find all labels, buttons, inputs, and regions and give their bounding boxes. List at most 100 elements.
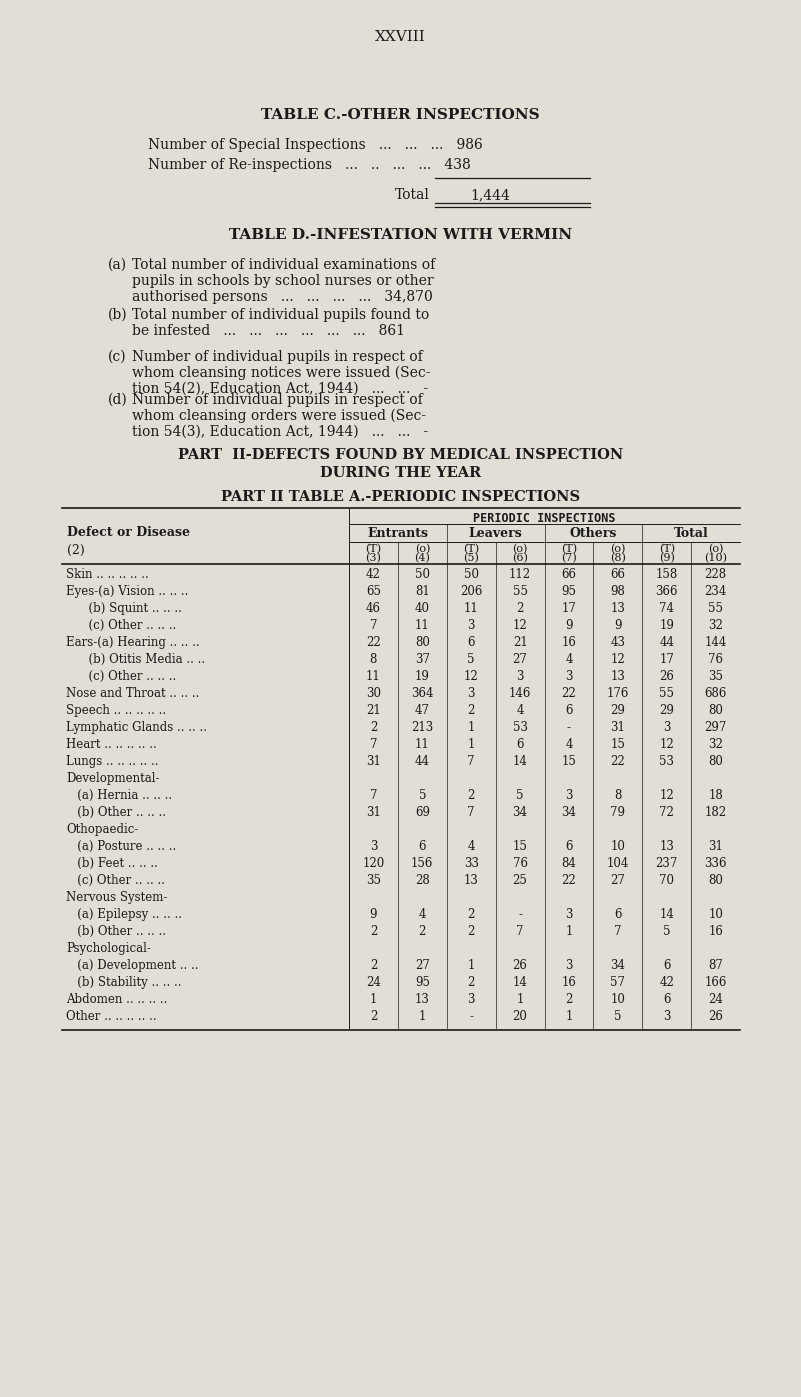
Text: 234: 234: [704, 585, 727, 598]
Text: 2: 2: [468, 704, 475, 717]
Text: 156: 156: [411, 856, 433, 870]
Text: (b) Otitis Media .. ..: (b) Otitis Media .. ..: [66, 652, 205, 666]
Text: 44: 44: [415, 754, 430, 768]
Text: 22: 22: [562, 687, 576, 700]
Text: Entrants: Entrants: [368, 527, 429, 541]
Text: 12: 12: [659, 789, 674, 802]
Text: 18: 18: [708, 789, 723, 802]
Text: (T): (T): [658, 543, 674, 555]
Text: 2: 2: [419, 925, 426, 937]
Text: (d): (d): [108, 393, 127, 407]
Text: Nervous System-: Nervous System-: [66, 891, 167, 904]
Text: DURING THE YEAR: DURING THE YEAR: [320, 467, 481, 481]
Text: 1: 1: [566, 925, 573, 937]
Text: 1: 1: [468, 738, 475, 752]
Text: 2: 2: [370, 958, 377, 972]
Text: Nose and Throat .. .. ..: Nose and Throat .. .. ..: [66, 687, 199, 700]
Text: Othopaedic-: Othopaedic-: [66, 823, 139, 835]
Text: 33: 33: [464, 856, 479, 870]
Text: be infested   ...   ...   ...   ...   ...   ...   861: be infested ... ... ... ... ... ... 861: [132, 324, 405, 338]
Text: 13: 13: [610, 671, 626, 683]
Text: 6: 6: [663, 993, 670, 1006]
Text: 1: 1: [468, 958, 475, 972]
Text: 2: 2: [370, 721, 377, 733]
Text: 237: 237: [655, 856, 678, 870]
Text: 10: 10: [708, 908, 723, 921]
Text: 72: 72: [659, 806, 674, 819]
Text: 26: 26: [659, 671, 674, 683]
Text: 10: 10: [610, 840, 626, 854]
Text: (T): (T): [365, 543, 381, 555]
Text: 35: 35: [366, 875, 381, 887]
Text: 7: 7: [614, 925, 622, 937]
Text: authorised persons   ...   ...   ...   ...   34,870: authorised persons ... ... ... ... 34,87…: [132, 291, 433, 305]
Text: 95: 95: [562, 585, 577, 598]
Text: (o): (o): [513, 543, 528, 555]
Text: 32: 32: [708, 619, 723, 631]
Text: (c) Other .. .. ..: (c) Other .. .. ..: [66, 875, 165, 887]
Text: whom cleansing orders were issued (Sec-: whom cleansing orders were issued (Sec-: [132, 409, 426, 423]
Text: (a) Development .. ..: (a) Development .. ..: [66, 958, 199, 972]
Text: 40: 40: [415, 602, 430, 615]
Text: -: -: [469, 1010, 473, 1023]
Text: 228: 228: [705, 569, 727, 581]
Text: 24: 24: [366, 977, 380, 989]
Text: 17: 17: [562, 602, 577, 615]
Text: (7): (7): [561, 553, 577, 563]
Text: 14: 14: [513, 754, 528, 768]
Text: (10): (10): [704, 553, 727, 563]
Text: 12: 12: [513, 619, 527, 631]
Text: 11: 11: [415, 738, 429, 752]
Text: Others: Others: [570, 527, 617, 541]
Text: 55: 55: [659, 687, 674, 700]
Text: 57: 57: [610, 977, 626, 989]
Text: (a): (a): [108, 258, 127, 272]
Text: 213: 213: [411, 721, 433, 733]
Text: (b) Feet .. .. ..: (b) Feet .. .. ..: [66, 856, 158, 870]
Text: 53: 53: [659, 754, 674, 768]
Text: 95: 95: [415, 977, 430, 989]
Text: 22: 22: [610, 754, 626, 768]
Text: 146: 146: [509, 687, 531, 700]
Text: 8: 8: [614, 789, 622, 802]
Text: 53: 53: [513, 721, 528, 733]
Text: 5: 5: [614, 1010, 622, 1023]
Text: 11: 11: [464, 602, 478, 615]
Text: 34: 34: [513, 806, 528, 819]
Text: 2: 2: [468, 789, 475, 802]
Text: Ears-(a) Hearing .. .. ..: Ears-(a) Hearing .. .. ..: [66, 636, 199, 650]
Text: 4: 4: [419, 908, 426, 921]
Text: (6): (6): [512, 553, 528, 563]
Text: 3: 3: [517, 671, 524, 683]
Text: pupils in schools by school nurses or other: pupils in schools by school nurses or ot…: [132, 274, 433, 288]
Text: 13: 13: [610, 602, 626, 615]
Text: 80: 80: [415, 636, 430, 650]
Text: 35: 35: [708, 671, 723, 683]
Text: 14: 14: [513, 977, 528, 989]
Text: 12: 12: [610, 652, 626, 666]
Text: 364: 364: [411, 687, 433, 700]
Text: -: -: [518, 908, 522, 921]
Text: Number of individual pupils in respect of: Number of individual pupils in respect o…: [132, 393, 423, 407]
Text: 9: 9: [566, 619, 573, 631]
Text: Lungs .. .. .. .. ..: Lungs .. .. .. .. ..: [66, 754, 159, 768]
Text: TABLE C.-OTHER INSPECTIONS: TABLE C.-OTHER INSPECTIONS: [261, 108, 540, 122]
Text: tion 54(2), Education Act, 1944)   ...   ...   -: tion 54(2), Education Act, 1944) ... ...…: [132, 381, 429, 395]
Text: 7: 7: [370, 619, 377, 631]
Text: 336: 336: [704, 856, 727, 870]
Text: 144: 144: [704, 636, 727, 650]
Text: 5: 5: [419, 789, 426, 802]
Text: 47: 47: [415, 704, 430, 717]
Text: 26: 26: [513, 958, 528, 972]
Text: 4: 4: [517, 704, 524, 717]
Text: 34: 34: [610, 958, 626, 972]
Text: 7: 7: [468, 754, 475, 768]
Text: (b): (b): [108, 307, 127, 321]
Text: 65: 65: [366, 585, 381, 598]
Text: (o): (o): [415, 543, 430, 555]
Text: 50: 50: [415, 569, 430, 581]
Text: (T): (T): [561, 543, 577, 555]
Text: (9): (9): [658, 553, 674, 563]
Text: (a) Hernia .. .. ..: (a) Hernia .. .. ..: [66, 789, 172, 802]
Text: 55: 55: [513, 585, 528, 598]
